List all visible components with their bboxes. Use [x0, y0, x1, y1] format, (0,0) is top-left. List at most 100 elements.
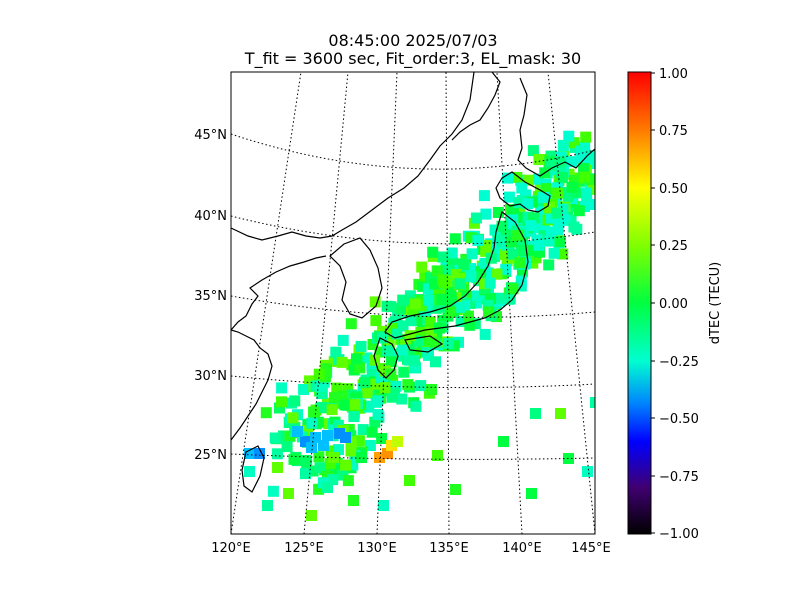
- dtec-point: [430, 356, 441, 368]
- lon-tick-120: 120°E: [211, 541, 251, 556]
- dtec-point: [446, 247, 458, 259]
- dtec-point: [370, 386, 382, 397]
- dtec-point: [455, 316, 467, 327]
- dtec-point: [244, 448, 255, 459]
- map-title: 08:45:00 2025/07/03: [328, 31, 498, 50]
- cb-tick-1.00: 1.00: [659, 67, 688, 82]
- dtec-point: [554, 215, 565, 227]
- dtec-point: [566, 156, 578, 168]
- dtec-point: [370, 315, 382, 327]
- dtec-point: [379, 382, 391, 394]
- dtec-point: [300, 455, 311, 466]
- dtec-point: [408, 355, 420, 366]
- dtec-point: [548, 247, 560, 259]
- meridian-135: [445, 72, 450, 534]
- dtec-point: [479, 328, 491, 340]
- dtec-point: [464, 319, 476, 331]
- dtec-point: [356, 452, 367, 463]
- dtec-point: [554, 236, 566, 248]
- dtec-point: [585, 150, 595, 162]
- dtec-point: [395, 303, 406, 315]
- cb-tick-neg0.50: −0.50: [659, 412, 699, 427]
- dtec-point: [465, 271, 477, 283]
- dtec-point: [415, 380, 427, 392]
- dtec-point: [310, 432, 321, 443]
- dtec-point: [568, 221, 580, 233]
- dtec-point: [306, 442, 317, 453]
- dtec-point: [348, 411, 360, 422]
- dtec-point: [566, 181, 578, 193]
- dtec-point: [496, 220, 508, 232]
- dtec-point: [454, 278, 466, 290]
- dtec-point: [425, 272, 437, 284]
- dtec-point: [267, 485, 279, 497]
- coastlines: [231, 72, 595, 493]
- dtec-point: [361, 387, 373, 399]
- dtec-point: [366, 369, 378, 380]
- dtec-point: [573, 205, 585, 217]
- dtec-point: [361, 352, 373, 364]
- dtec-point: [464, 263, 476, 275]
- dtec-point: [498, 436, 509, 447]
- dtec-point: [511, 171, 523, 183]
- dtec-point: [580, 131, 592, 143]
- parallel-40: [231, 215, 595, 245]
- dtec-point: [307, 465, 319, 477]
- dtec-point: [385, 301, 397, 313]
- dtec-point: [590, 158, 595, 170]
- dtec-point: [364, 440, 376, 451]
- dtec-point: [437, 314, 449, 326]
- dtec-point: [430, 272, 442, 284]
- cb-tick-0.50: 0.50: [659, 182, 688, 197]
- dtec-point: [345, 436, 357, 448]
- dtec-point: [450, 484, 461, 495]
- dtec-point: [470, 297, 482, 309]
- dtec-point: [347, 459, 359, 471]
- dtec-point: [306, 417, 318, 429]
- dtec-point: [348, 364, 360, 376]
- dtec-point: [333, 444, 344, 456]
- dtec-point: [342, 475, 354, 487]
- dtec-point: [482, 267, 494, 279]
- dtec-point: [526, 488, 537, 499]
- dtec-point: [533, 154, 545, 165]
- dtec-point: [300, 436, 311, 447]
- dtec-point: [357, 424, 369, 436]
- parallel-35: [231, 295, 595, 318]
- dtec-point: [288, 453, 300, 465]
- dtec-point: [448, 258, 460, 270]
- dtec-point: [260, 407, 272, 419]
- lon-tick-labels: 120°E 125°E 130°E 135°E 140°E 145°E: [211, 541, 611, 556]
- dtec-point: [516, 244, 528, 256]
- dtec-point: [580, 156, 592, 168]
- dtec-point: [520, 189, 532, 201]
- mainland-coast-yellow-sea: [231, 255, 327, 331]
- dtec-point: [272, 462, 283, 473]
- dtec-point: [369, 354, 380, 366]
- dtec-point: [556, 171, 568, 183]
- dtec-point: [327, 430, 339, 442]
- dtec-point: [466, 248, 478, 260]
- dtec-point: [551, 207, 563, 219]
- dtec-point: [581, 190, 593, 202]
- cb-tick-0.25: 0.25: [659, 239, 688, 254]
- dtec-point: [281, 441, 293, 453]
- dtec-point: [446, 295, 458, 307]
- dtec-point: [489, 224, 501, 236]
- lon-tick-130: 130°E: [357, 541, 397, 556]
- dtec-point: [530, 408, 541, 419]
- dtec-point: [552, 224, 564, 236]
- dtec-point: [463, 310, 474, 322]
- dtec-point: [480, 245, 492, 257]
- dtec-point: [500, 263, 512, 275]
- dtec-point: [322, 430, 333, 441]
- dtec-point: [336, 356, 348, 368]
- dtec-point: [404, 330, 416, 342]
- hokkaido-coast: [495, 171, 551, 213]
- cb-tick-neg0.75: −0.75: [659, 470, 699, 485]
- dtec-point: [298, 384, 310, 395]
- dtec-point: [397, 294, 409, 306]
- dtec-point: [579, 171, 591, 183]
- cb-tick-neg1.00: −1.00: [659, 527, 699, 542]
- dtec-point: [337, 390, 349, 402]
